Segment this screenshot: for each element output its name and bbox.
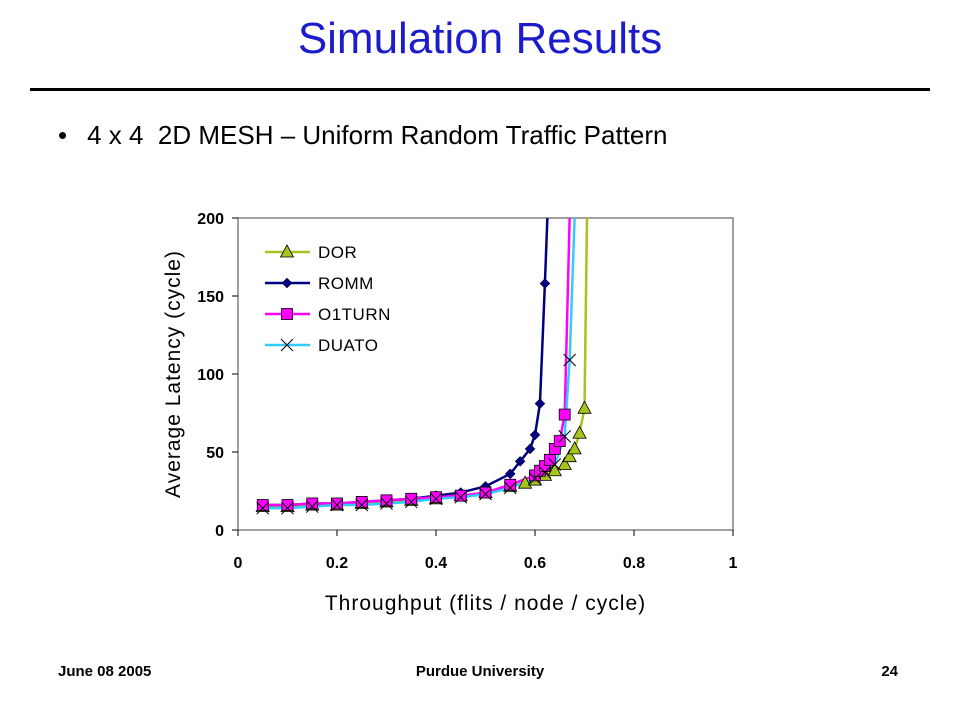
legend-marker-o1turn bbox=[281, 308, 293, 320]
data-point-o1turn bbox=[558, 408, 571, 421]
x-marker-stroke bbox=[538, 465, 552, 479]
x-tick-label: 0.4 bbox=[425, 555, 447, 572]
x-marker-stroke bbox=[305, 500, 319, 513]
data-point-o1turn bbox=[504, 478, 517, 491]
bullet-icon: • bbox=[58, 120, 68, 150]
data-point-romm bbox=[524, 443, 536, 455]
x-marker-stroke bbox=[563, 353, 577, 367]
data-point-duato bbox=[404, 495, 418, 509]
bullet-point: • 4 x 4 2D MESH – Uniform Random Traffic … bbox=[58, 120, 668, 151]
legend-label-o1turn: O1TURN bbox=[318, 305, 391, 324]
data-point-duato bbox=[479, 487, 492, 501]
data-point-duato bbox=[429, 492, 443, 506]
y-tick-label: 100 bbox=[197, 367, 224, 384]
y-tick-label: 150 bbox=[197, 289, 224, 306]
data-point-o1turn bbox=[479, 486, 492, 499]
plot-area bbox=[237, 217, 734, 531]
footer-organization: Purdue University bbox=[415, 663, 545, 680]
bullet-text: 4 x 4 2D MESH – Uniform Random Traffic P… bbox=[87, 120, 668, 150]
data-point-duato bbox=[380, 497, 393, 510]
data-point-o1turn bbox=[256, 499, 269, 511]
x-marker-stroke bbox=[503, 481, 517, 495]
x-marker-stroke bbox=[380, 497, 393, 510]
x-tick-label: 0 bbox=[234, 555, 243, 572]
x-tick-label: 1 bbox=[729, 555, 738, 572]
x-tick-label: 0.8 bbox=[623, 555, 645, 572]
data-point-duato bbox=[355, 498, 369, 512]
data-point-duato bbox=[330, 498, 344, 512]
x-tick-label: 0.2 bbox=[326, 555, 348, 572]
footer-page-number: 24 bbox=[881, 663, 898, 680]
x-marker-stroke bbox=[281, 501, 294, 515]
data-point-duato bbox=[305, 500, 319, 513]
data-point-romm bbox=[529, 429, 541, 441]
y-axis-label: Average Latency (cycle) bbox=[162, 250, 185, 498]
footer-date: June 08 2005 bbox=[58, 663, 152, 680]
legend-marker-duato bbox=[280, 338, 294, 352]
legend-label-duato: DUATO bbox=[318, 336, 378, 355]
y-tick-label: 200 bbox=[197, 211, 224, 228]
data-point-dor bbox=[557, 456, 572, 470]
x-marker-stroke bbox=[558, 430, 572, 443]
data-point-duato bbox=[538, 465, 552, 479]
data-point-duato bbox=[548, 458, 562, 471]
x-marker-stroke bbox=[528, 472, 542, 485]
legend-label-romm: ROMM bbox=[318, 274, 374, 293]
data-point-romm bbox=[539, 278, 551, 289]
data-point-romm bbox=[504, 468, 516, 480]
data-point-o1turn bbox=[306, 497, 319, 510]
data-point-duato bbox=[454, 490, 468, 504]
x-marker-stroke bbox=[454, 490, 468, 504]
x-marker-stroke bbox=[479, 487, 492, 501]
data-point-o1turn bbox=[355, 496, 368, 508]
data-point-duato bbox=[256, 501, 270, 515]
x-marker-stroke bbox=[404, 495, 418, 509]
data-point-dor bbox=[572, 425, 587, 439]
x-marker-stroke bbox=[256, 501, 270, 515]
data-point-duato bbox=[281, 501, 294, 515]
y-tick-label: 50 bbox=[206, 445, 224, 462]
data-point-o1turn bbox=[331, 497, 343, 510]
data-point-dor bbox=[577, 400, 592, 414]
data-point-o1turn bbox=[405, 492, 418, 505]
x-tick-label: 0.6 bbox=[524, 555, 546, 572]
data-point-o1turn bbox=[380, 494, 393, 507]
y-tick-label: 0 bbox=[215, 523, 224, 540]
data-point-romm bbox=[514, 456, 526, 467]
legend-marker-dor bbox=[279, 244, 295, 258]
legend-marker-romm bbox=[281, 277, 293, 289]
data-point-duato bbox=[558, 430, 572, 443]
data-point-o1turn bbox=[454, 489, 467, 502]
data-point-duato bbox=[528, 472, 542, 485]
data-point-dor bbox=[567, 441, 582, 455]
chart-legend: DOR ROMM O1TURN DUATO bbox=[265, 243, 391, 355]
data-point-o1turn bbox=[430, 491, 442, 504]
x-marker-stroke bbox=[355, 498, 369, 512]
x-axis-label: Throughput (flits / node / cycle) bbox=[325, 592, 646, 615]
x-marker-stroke bbox=[548, 458, 562, 471]
data-point-romm bbox=[534, 398, 546, 409]
data-point-duato bbox=[563, 353, 577, 367]
legend-label-dor: DOR bbox=[318, 243, 357, 262]
data-point-o1turn bbox=[281, 499, 294, 511]
x-marker-stroke bbox=[429, 492, 443, 506]
data-point-duato bbox=[503, 481, 517, 495]
data-point-dor bbox=[562, 448, 577, 463]
x-marker-stroke bbox=[330, 498, 344, 512]
slide-title: Simulation Results bbox=[297, 14, 663, 63]
title-divider bbox=[30, 88, 930, 91]
